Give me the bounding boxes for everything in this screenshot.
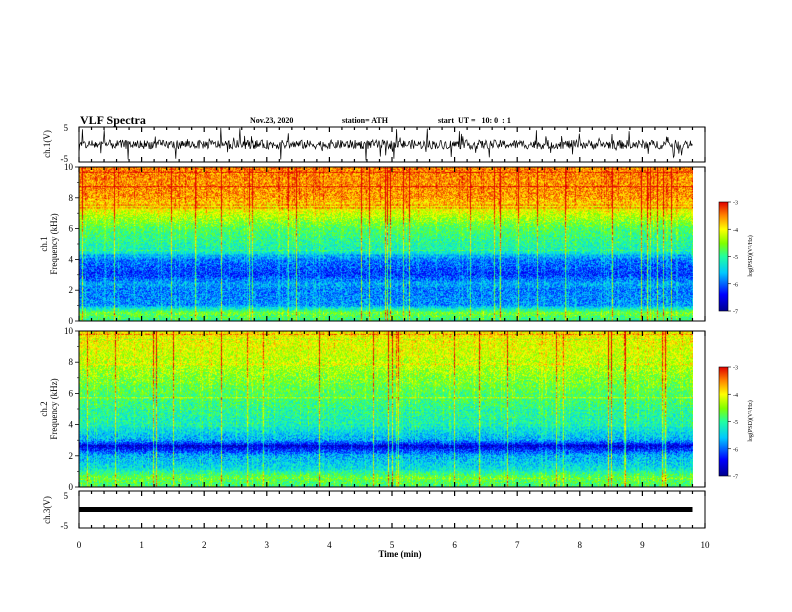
x-tick-label: 4 bbox=[327, 540, 332, 550]
ch1-colorbar-label: log(PSD)(V²/Hz) bbox=[747, 235, 754, 276]
y-tick-label: 10 bbox=[64, 162, 74, 172]
ch1-colorbar: -3 -4 -5 -6 -7 log(PSD)(V²/Hz) bbox=[718, 201, 754, 316]
ch1-ytick-top: 5 bbox=[64, 123, 69, 133]
y-tick-label: 10 bbox=[64, 326, 74, 336]
x-tick-label: 5 bbox=[390, 540, 395, 550]
colorbar-tick-label: -3 bbox=[733, 201, 738, 207]
ch3-waveform-ylabel: ch.3(V) bbox=[42, 496, 52, 524]
colorbar-tick-label: -4 bbox=[733, 393, 738, 399]
start-time-label: start UT = 10: 0 : 1 bbox=[438, 116, 511, 125]
y-tick-label: 2 bbox=[69, 451, 74, 461]
ch1-spectrogram-ylabel-line2: Frequency (kHz) bbox=[49, 213, 59, 274]
ch1-colorbar-gradient bbox=[718, 201, 729, 312]
x-tick-label: 1 bbox=[139, 540, 144, 550]
ch2-spectrogram-image bbox=[79, 331, 693, 487]
y-tick-label: 8 bbox=[69, 357, 74, 367]
date-label: Nov.23, 2020 bbox=[250, 116, 294, 125]
colorbar-tick-label: -6 bbox=[733, 282, 738, 288]
x-tick-label: 0 bbox=[77, 540, 82, 550]
ch1-waveform-frame bbox=[78, 126, 706, 163]
ch2-colorbar: -3 -4 -5 -6 -7 log(PSD)(V²/Hz) bbox=[718, 366, 754, 481]
ch1-spectrogram-panel: 0 2 4 6 8 10 ch.1 Frequency (kHz) bbox=[39, 162, 706, 326]
colorbar-tick-label: -6 bbox=[733, 447, 738, 453]
x-axis-label: Time (min) bbox=[378, 549, 421, 559]
ch2-spectrogram-yticks: 0 2 4 6 8 10 bbox=[64, 326, 79, 492]
ch3-ytick-bottom: -5 bbox=[61, 521, 69, 531]
ch1-colorbar-ticks: -3 -4 -5 -6 -7 bbox=[728, 201, 738, 316]
y-tick-label: 4 bbox=[69, 420, 74, 430]
colorbar-tick-label: -7 bbox=[733, 310, 738, 316]
colorbar-tick-label: -5 bbox=[733, 420, 738, 426]
ch2-colorbar-label: log(PSD)(V²/Hz) bbox=[747, 400, 754, 441]
station-label: station= ATH bbox=[342, 116, 388, 125]
x-tick-label: 7 bbox=[515, 540, 520, 550]
x-axis-ticks: 0 1 2 3 4 5 6 7 8 9 10 bbox=[77, 540, 710, 550]
colorbar-tick-label: -7 bbox=[733, 475, 738, 481]
ch2-colorbar-gradient bbox=[718, 366, 729, 477]
ch1-ytick-bottom: -5 bbox=[61, 154, 69, 164]
x-tick-label: 10 bbox=[701, 540, 711, 550]
y-tick-label: 0 bbox=[69, 316, 74, 326]
ch1-spectrogram-ylabel-line1: ch.1 bbox=[39, 236, 49, 251]
x-tick-label: 2 bbox=[202, 540, 207, 550]
ch3-ytick-top: 5 bbox=[64, 491, 69, 501]
ch1-waveform-ylabel: ch.1(V) bbox=[42, 130, 52, 158]
colorbar-tick-label: -5 bbox=[733, 255, 738, 261]
y-tick-label: 4 bbox=[69, 254, 74, 264]
colorbar-tick-label: -3 bbox=[733, 366, 738, 372]
y-tick-label: 6 bbox=[69, 388, 74, 398]
y-tick-label: 2 bbox=[69, 285, 74, 295]
x-tick-label: 3 bbox=[265, 540, 270, 550]
ch2-spectrogram-ylabel-line2: Frequency (kHz) bbox=[49, 378, 59, 439]
x-tick-label: 6 bbox=[452, 540, 457, 550]
ch3-waveform-panel: 5 -5 ch.3(V) bbox=[42, 490, 706, 531]
ch2-spectrogram-ylabel-line1: ch.2 bbox=[39, 401, 49, 416]
ch1-spectrogram-image bbox=[79, 167, 693, 321]
y-tick-label: 8 bbox=[69, 193, 74, 203]
colorbar-tick-label: -4 bbox=[733, 228, 738, 234]
chart-title: VLF Spectra bbox=[80, 113, 146, 127]
ch2-spectrogram-panel: 0 2 4 6 8 10 ch.2 Frequency (kHz) bbox=[39, 326, 706, 492]
y-tick-label: 6 bbox=[69, 224, 74, 234]
ch1-spectrogram-yticks: 0 2 4 6 8 10 bbox=[64, 162, 79, 326]
x-tick-label: 8 bbox=[578, 540, 583, 550]
minute-tick-marks bbox=[78, 127, 706, 528]
x-tick-label: 9 bbox=[640, 540, 645, 550]
y-tick-label: 0 bbox=[69, 482, 74, 492]
ch1-waveform-line bbox=[78, 127, 693, 161]
ch2-colorbar-ticks: -3 -4 -5 -6 -7 bbox=[728, 366, 738, 481]
